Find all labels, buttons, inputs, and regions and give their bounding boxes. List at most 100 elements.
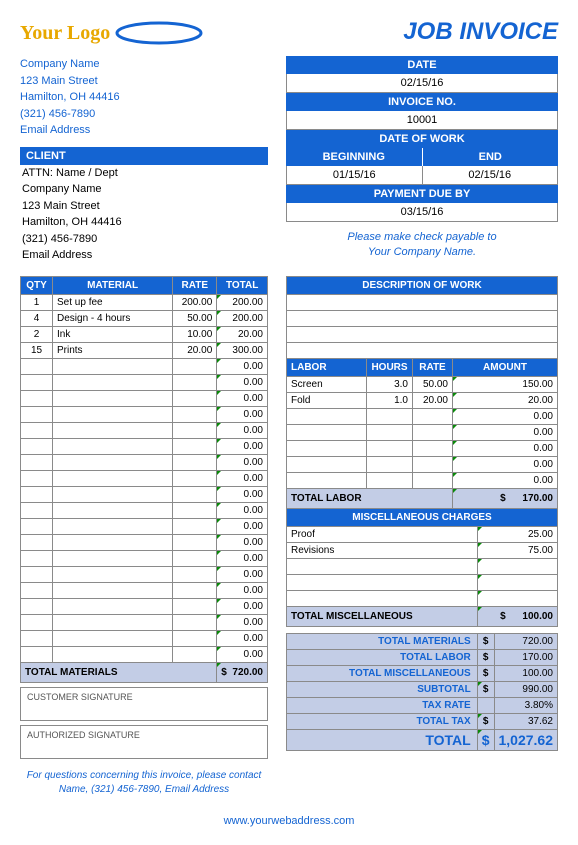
date-of-work-label: DATE OF WORK: [286, 130, 558, 148]
table-cell: 0.00: [217, 374, 268, 390]
company-email: Email Address: [20, 122, 268, 139]
client-header: CLIENT: [20, 147, 268, 165]
table-cell: [287, 342, 558, 358]
payment-due-label: PAYMENT DUE BY: [286, 185, 558, 203]
table-cell: 20.00: [453, 392, 558, 408]
header: Your Logo JOB INVOICE: [20, 18, 558, 48]
payment-due-value: 03/15/16: [286, 203, 558, 222]
table-cell: 20.00: [217, 326, 268, 342]
beginning-value: 01/15/16: [286, 166, 422, 185]
summary-table: TOTAL MATERIALS$720.00 TOTAL LABOR$170.0…: [286, 633, 558, 751]
total-materials-label: TOTAL MATERIALS: [21, 662, 217, 682]
table-cell: 0.00: [453, 440, 558, 456]
client-name: Company Name: [20, 181, 268, 198]
table-cell: 20.00: [413, 392, 453, 408]
table-cell: 0.00: [217, 454, 268, 470]
invoice-no-value: 10001: [286, 111, 558, 130]
table-cell: 0.00: [217, 406, 268, 422]
client-street: 123 Main Street: [20, 198, 268, 215]
table-cell: [287, 310, 558, 326]
end-label: END: [423, 148, 559, 166]
labor-rate-header: RATE: [413, 358, 453, 376]
table-cell: 15: [21, 342, 53, 358]
client-email: Email Address: [20, 247, 268, 264]
date-label: DATE: [286, 56, 558, 74]
table-cell: 0.00: [217, 630, 268, 646]
table-cell: 0.00: [217, 614, 268, 630]
table-cell: 0.00: [217, 470, 268, 486]
client-phone: (321) 456-7890: [20, 231, 268, 248]
table-cell: 1.0: [367, 392, 413, 408]
misc-table: Proof25.00Revisions75.00 TOTAL MISCELLAN…: [286, 526, 558, 627]
table-cell: Screen: [287, 376, 367, 392]
company-street: 123 Main Street: [20, 73, 268, 90]
page-title: JOB INVOICE: [403, 18, 558, 46]
table-cell: 0.00: [217, 646, 268, 662]
materials-table: QTY MATERIAL RATE TOTAL 1Set up fee200.0…: [20, 276, 268, 683]
table-cell: 10.00: [173, 326, 217, 342]
date-value: 02/15/16: [286, 74, 558, 93]
table-cell: Revisions: [287, 542, 478, 558]
table-cell: 0.00: [217, 566, 268, 582]
payable-block: Please make check payable to Your Compan…: [286, 230, 558, 261]
table-cell: 200.00: [217, 310, 268, 326]
table-cell: 0.00: [217, 438, 268, 454]
authorized-signature: AUTHORIZED SIGNATURE: [20, 725, 268, 759]
customer-signature: CUSTOMER SIGNATURE: [20, 687, 268, 721]
logo: Your Logo: [20, 18, 204, 48]
total-labor-label: TOTAL LABOR: [287, 488, 453, 508]
table-cell: 0.00: [453, 456, 558, 472]
table-cell: Proof: [287, 526, 478, 542]
invoice-no-label: INVOICE NO.: [286, 93, 558, 111]
table-cell: 0.00: [217, 534, 268, 550]
table-cell: Fold: [287, 392, 367, 408]
table-cell: 0.00: [453, 408, 558, 424]
table-cell: 4: [21, 310, 53, 326]
company-city: Hamilton, OH 44416: [20, 89, 268, 106]
labor-table: LABOR HOURS RATE AMOUNT Screen3.050.0015…: [286, 358, 558, 527]
footer-contact: For questions concerning this invoice, p…: [20, 769, 268, 797]
table-cell: 200.00: [173, 294, 217, 310]
table-cell: 75.00: [478, 542, 558, 558]
table-cell: Prints: [53, 342, 173, 358]
table-cell: 20.00: [173, 342, 217, 358]
table-cell: 0.00: [217, 518, 268, 534]
rate-header: RATE: [173, 276, 217, 294]
table-cell: 150.00: [453, 376, 558, 392]
table-cell: 1: [21, 294, 53, 310]
payable-line2: Your Company Name.: [286, 245, 558, 260]
table-cell: 0.00: [217, 358, 268, 374]
table-cell: Design - 4 hours: [53, 310, 173, 326]
table-cell: 0.00: [217, 550, 268, 566]
description-table: DESCRIPTION OF WORK: [286, 276, 558, 359]
total-labor-value: $ 170.00: [453, 488, 558, 508]
desc-header: DESCRIPTION OF WORK: [287, 276, 558, 294]
table-cell: 200.00: [217, 294, 268, 310]
beginning-label: BEGINNING: [286, 148, 423, 166]
misc-header: MISCELLANEOUS CHARGES: [287, 508, 558, 526]
table-cell: 0.00: [217, 582, 268, 598]
swoosh-icon: [114, 18, 204, 48]
company-name: Company Name: [20, 56, 268, 73]
table-cell: 0.00: [217, 422, 268, 438]
total-misc-label: TOTAL MISCELLANEOUS: [287, 606, 478, 626]
table-cell: 0.00: [217, 502, 268, 518]
table-cell: 0.00: [453, 472, 558, 488]
end-value: 02/15/16: [422, 166, 559, 185]
table-cell: 0.00: [217, 598, 268, 614]
qty-header: QTY: [21, 276, 53, 294]
company-phone: (321) 456-7890: [20, 106, 268, 123]
hours-header: HOURS: [367, 358, 413, 376]
total-materials-value: $ 720.00: [217, 662, 268, 682]
web-address: www.yourwebaddress.com: [20, 815, 558, 827]
client-city: Hamilton, OH 44416: [20, 214, 268, 231]
table-cell: 50.00: [173, 310, 217, 326]
table-cell: 25.00: [478, 526, 558, 542]
table-cell: 50.00: [413, 376, 453, 392]
table-cell: [287, 294, 558, 310]
logo-text: Your Logo: [20, 22, 110, 45]
amount-header: AMOUNT: [453, 358, 558, 376]
table-cell: 0.00: [217, 486, 268, 502]
table-cell: Set up fee: [53, 294, 173, 310]
total-misc-value: $ 100.00: [478, 606, 558, 626]
